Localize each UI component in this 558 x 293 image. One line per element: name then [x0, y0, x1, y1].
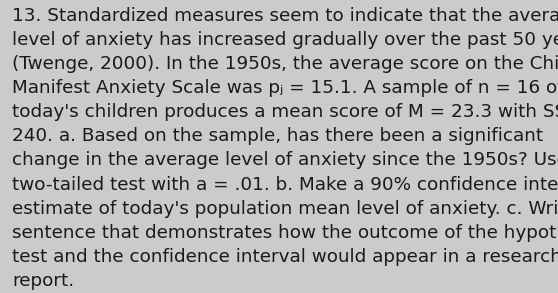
Text: estimate of today's population mean level of anxiety. c. Write a: estimate of today's population mean leve… — [12, 200, 558, 217]
Text: two-tailed test with a = .01. b. Make a 90% confidence interval: two-tailed test with a = .01. b. Make a … — [12, 176, 558, 193]
Text: 13. Standardized measures seem to indicate that the average: 13. Standardized measures seem to indica… — [12, 7, 558, 25]
Text: level of anxiety has increased gradually over the past 50 years: level of anxiety has increased gradually… — [12, 31, 558, 49]
Text: test and the confidence interval would appear in a research: test and the confidence interval would a… — [12, 248, 558, 265]
Text: 240. a. Based on the sample, has there been a significant: 240. a. Based on the sample, has there b… — [12, 127, 543, 145]
Text: (Twenge, 2000). In the 1950s, the average score on the Child: (Twenge, 2000). In the 1950s, the averag… — [12, 55, 558, 73]
Text: sentence that demonstrates how the outcome of the hypothesis: sentence that demonstrates how the outco… — [12, 224, 558, 241]
Text: today's children produces a mean score of M = 23.3 with SS =: today's children produces a mean score o… — [12, 103, 558, 121]
Text: change in the average level of anxiety since the 1950s? Use a: change in the average level of anxiety s… — [12, 151, 558, 169]
Text: Manifest Anxiety Scale was pⱼ = 15.1. A sample of n = 16 of: Manifest Anxiety Scale was pⱼ = 15.1. A … — [12, 79, 558, 97]
Text: report.: report. — [12, 272, 74, 289]
